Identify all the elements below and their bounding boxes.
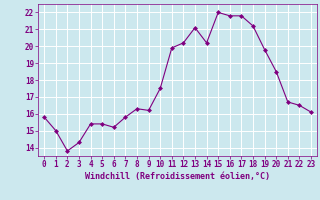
X-axis label: Windchill (Refroidissement éolien,°C): Windchill (Refroidissement éolien,°C)	[85, 172, 270, 181]
